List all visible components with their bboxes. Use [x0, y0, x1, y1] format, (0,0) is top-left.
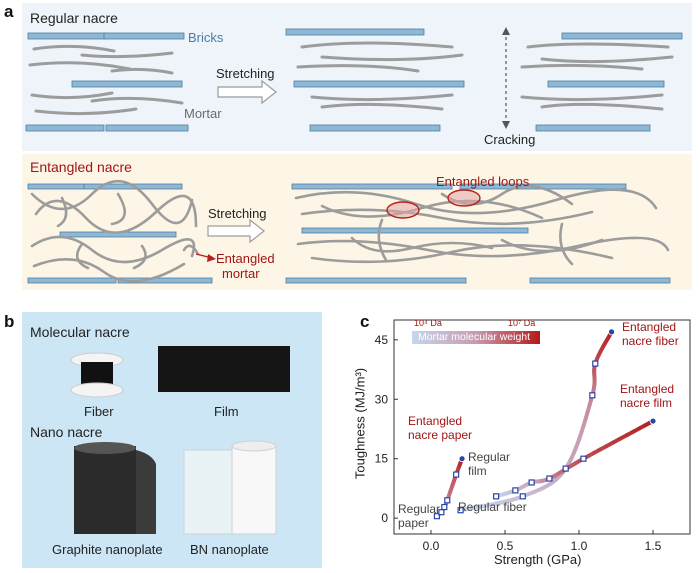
annot-regular-paper-1: Regular	[398, 502, 441, 516]
molecular-weight-colorbar	[412, 331, 540, 344]
regular-nacre-diagram	[25, 27, 683, 132]
series-0-point	[433, 513, 441, 520]
fiber-label: Fiber	[84, 404, 114, 419]
series-2-point	[546, 475, 553, 482]
panel-b-letter: b	[4, 312, 15, 331]
x-tick-label: 0.0	[423, 539, 440, 553]
panel-c-letter: c	[360, 312, 370, 331]
series-1-point	[589, 392, 596, 399]
annot-regular-film-2: film	[468, 464, 487, 478]
x-tick-label: 1.0	[571, 539, 588, 553]
fiber-spool-image	[70, 352, 124, 398]
annot-entangled-film-1: Entangled	[620, 382, 675, 396]
x-tick-label: 1.5	[645, 539, 662, 553]
colorbar-low-label: 10⁴ Da	[414, 318, 442, 328]
series-1-point	[592, 360, 599, 367]
bn-label: BN nanoplate	[190, 542, 269, 557]
entangled-mortar-label-2: mortar	[222, 266, 260, 281]
series-2-point	[580, 455, 587, 462]
plot-frame	[393, 319, 691, 535]
toughness-strength-chart: 0.0 0.5 1.0 1.5 0 15 30 45	[375, 319, 691, 553]
bricks-label: Bricks	[188, 30, 224, 45]
series-2-point	[528, 479, 535, 486]
series-1-point	[562, 465, 569, 472]
series-0-point	[444, 497, 451, 504]
graphite-roll-image	[74, 442, 156, 534]
series-0-point	[458, 455, 466, 463]
series-2-point	[512, 487, 519, 494]
y-tick-label: 30	[375, 392, 389, 406]
x-axis-label: Strength (GPa)	[494, 552, 582, 567]
regular-nacre-panel	[22, 3, 692, 151]
panel-a-letter: a	[4, 2, 14, 21]
series-1-point	[519, 493, 526, 500]
mortar-label: Mortar	[184, 106, 222, 121]
film-image	[158, 346, 290, 392]
annot-entangled-paper-2: nacre paper	[408, 428, 473, 442]
annot-regular-paper-2: paper	[398, 516, 429, 530]
regular-nacre-title: Regular nacre	[30, 10, 118, 26]
entangled-loops-label: Entangled loops	[436, 174, 530, 189]
entangled-nacre-panel	[22, 154, 692, 290]
bn-roll-image	[183, 440, 277, 535]
colorbar-label: Mortar molecular weight	[418, 331, 531, 343]
annot-regular-film-1: Regular	[468, 450, 511, 464]
y-tick-label: 15	[375, 452, 389, 466]
entangled-nacre-title: Entangled nacre	[30, 159, 132, 175]
y-tick-label: 45	[375, 333, 389, 347]
entangled-nacre-diagram	[27, 179, 671, 284]
series-0-point	[453, 471, 460, 478]
colorbar-high-label: 10⁷ Da	[508, 318, 536, 328]
annot-regular-fiber: Regular fiber	[458, 500, 527, 514]
molecular-nacre-title: Molecular nacre	[30, 324, 130, 340]
nano-nacre-title: Nano nacre	[30, 424, 103, 440]
annot-entangled-paper-1: Entangled	[408, 414, 463, 428]
x-tick-label: 0.5	[497, 539, 514, 553]
entangled-stretching-label: Stretching	[208, 206, 267, 221]
film-label: Film	[214, 404, 239, 419]
annot-entangled-fiber-2: nacre fiber	[622, 334, 679, 348]
series-1-point	[457, 507, 464, 514]
series-2-point	[493, 493, 500, 500]
series-2-point	[649, 417, 657, 425]
graphite-label: Graphite nanoplate	[52, 542, 163, 557]
series-0-point	[441, 503, 448, 511]
entangled-mortar-label-1: Entangled	[216, 251, 275, 266]
annot-entangled-fiber-1: Entangled	[622, 320, 677, 334]
y-axis-label: Toughness (MJ/m³)	[352, 367, 368, 480]
annot-entangled-film-2: nacre film	[620, 396, 673, 410]
series-1-point	[608, 328, 615, 336]
cracking-label: Cracking	[484, 132, 536, 147]
y-tick-label: 0	[381, 511, 388, 525]
regular-stretching-label: Stretching	[216, 66, 275, 81]
